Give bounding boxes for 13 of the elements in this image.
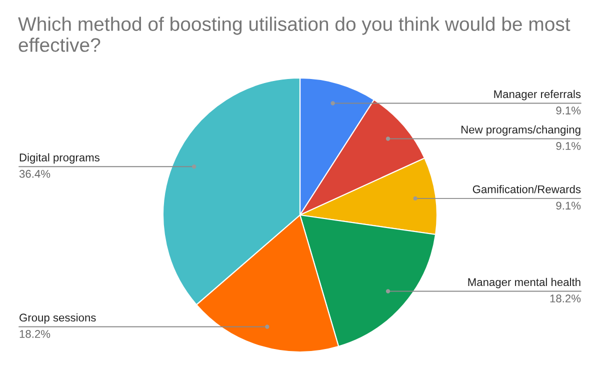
data-label: 18.2% [20,330,50,338]
slice-label: Manager mental health [468,278,580,288]
slice-label: New programs/changing [461,125,580,136]
slice-label: Gamification/Rewards [472,185,581,194]
data-label: 9.1% [556,106,581,114]
data-label: 9.1% [556,142,581,150]
slice-label: Manager referrals [494,90,581,100]
slice-label: Group sessions [20,313,96,324]
chart-title: Which method of boosting utilisation do you think would be most effective? [18,16,570,52]
slice-label: Digital programs [20,153,100,164]
data-label: 36.4% [19,170,50,178]
data-label: 18.2% [550,294,581,302]
data-label: 9.1% [556,202,581,210]
